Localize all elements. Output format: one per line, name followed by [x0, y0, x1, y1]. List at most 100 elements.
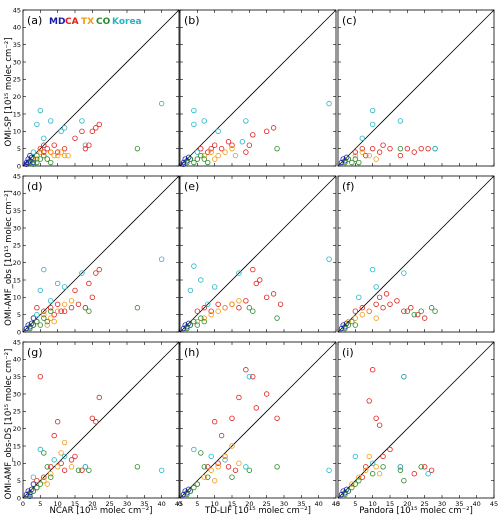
data-point-co	[198, 450, 204, 456]
data-point-tx	[41, 311, 47, 318]
data-point-ca	[51, 432, 57, 439]
data-point-ca	[54, 419, 61, 425]
data-point-ca	[229, 142, 235, 148]
panel-4: 0 5 10 15 20 25 30 35 40 45 (d)	[13, 172, 180, 336]
legend-entry-co: CO	[96, 17, 111, 27]
data-point-korea	[158, 100, 165, 107]
data-point-ca	[41, 308, 47, 314]
data-point-korea	[30, 474, 37, 480]
data-point-co	[411, 311, 417, 318]
data-point-co	[201, 318, 207, 325]
x-tick-label: 5	[353, 500, 357, 508]
data-point-korea	[236, 270, 242, 276]
data-point-md	[30, 315, 37, 321]
panel-label: (c)	[342, 14, 357, 27]
data-point-co	[432, 308, 438, 314]
data-point-tx	[58, 149, 64, 155]
data-point-co	[75, 467, 82, 473]
data-point-md	[30, 159, 37, 166]
panel-2: (b)	[179, 9, 337, 167]
data-point-ca	[369, 367, 376, 373]
data-point-co	[198, 315, 204, 321]
data-point-ca	[34, 477, 40, 484]
data-point-co	[194, 156, 201, 162]
data-point-ca	[232, 467, 239, 473]
data-point-ca	[215, 301, 221, 307]
panel-8: 0 5 10 15 20 25 30 35 40 45 (h)	[178, 341, 340, 508]
data-point-ca	[359, 474, 365, 480]
data-point-tx	[229, 145, 235, 152]
data-point-co	[34, 318, 40, 325]
data-point-ca	[411, 149, 417, 155]
data-point-tx	[211, 156, 218, 162]
row-ylabel-2: OMI-AMF_obs [10¹⁵ molec cm⁻²]	[4, 190, 14, 326]
data-point-korea	[326, 100, 332, 107]
data-point-tx	[373, 315, 379, 321]
x-tick-label: 15	[386, 500, 394, 508]
data-point-tx	[236, 298, 242, 304]
data-point-ca	[359, 305, 365, 311]
data-point-ca	[250, 132, 256, 138]
data-point-co	[356, 477, 362, 484]
data-point-ca	[359, 145, 365, 152]
one-to-one-line	[22, 9, 180, 167]
data-point-co	[401, 477, 407, 484]
panel-label: (b)	[184, 14, 200, 27]
data-point-ca	[211, 142, 218, 148]
data-point-tx	[194, 318, 201, 325]
data-point-ca	[89, 128, 96, 135]
data-point-co	[369, 471, 376, 477]
data-point-co	[342, 159, 348, 166]
y-tick-label: 30	[13, 58, 21, 66]
data-point-tx	[208, 149, 214, 155]
data-point-co	[27, 325, 33, 332]
data-point-co	[30, 488, 37, 494]
data-point-co	[274, 464, 280, 470]
data-point-ca	[380, 142, 386, 148]
data-point-ca	[373, 415, 379, 421]
data-point-ca	[208, 145, 214, 152]
data-point-co	[404, 308, 411, 314]
panel-6: (f)	[337, 175, 495, 333]
y-tick-label: 15	[13, 442, 21, 450]
data-point-co	[205, 474, 211, 480]
data-point-ca	[253, 280, 259, 287]
data-point-co	[187, 156, 194, 162]
x-tick-label: 10	[54, 500, 62, 508]
data-point-korea	[54, 280, 61, 287]
data-point-co	[342, 325, 348, 332]
data-point-tx	[366, 152, 372, 159]
x-tick-label: 25	[263, 500, 271, 508]
data-point-co	[44, 464, 50, 470]
data-point-tx	[215, 464, 221, 470]
data-point-korea	[191, 446, 197, 453]
panel-5: (e)	[179, 175, 337, 333]
data-point-korea	[58, 128, 64, 135]
data-point-co	[246, 467, 253, 473]
data-point-korea	[373, 284, 379, 290]
data-point-ca	[257, 277, 263, 283]
panel-label: (h)	[184, 346, 200, 359]
data-point-ca	[253, 405, 259, 411]
data-point-tx	[211, 477, 218, 484]
data-point-tx	[48, 471, 54, 477]
data-point-korea	[79, 118, 85, 124]
data-point-ca	[37, 145, 44, 152]
y-tick-label: 5	[17, 145, 21, 153]
data-point-ca	[415, 311, 421, 318]
data-point-tx	[229, 443, 235, 449]
data-point-ca	[274, 415, 280, 421]
data-point-co	[342, 491, 348, 498]
data-point-tx	[44, 322, 50, 328]
data-point-ca	[194, 308, 201, 314]
x-tick-label: 20	[403, 500, 411, 508]
data-point-korea	[61, 453, 68, 460]
data-point-ca	[225, 139, 232, 145]
one-to-one-line	[179, 341, 337, 499]
column-xlabel-3: Pandora [10¹⁵ molec cm⁻²]	[359, 506, 473, 516]
legend-entry-korea: Korea	[112, 17, 142, 27]
y-tick-label: 25	[13, 408, 21, 416]
x-tick-label: 45	[175, 500, 183, 508]
data-point-korea	[369, 121, 376, 128]
data-point-md	[28, 154, 35, 161]
